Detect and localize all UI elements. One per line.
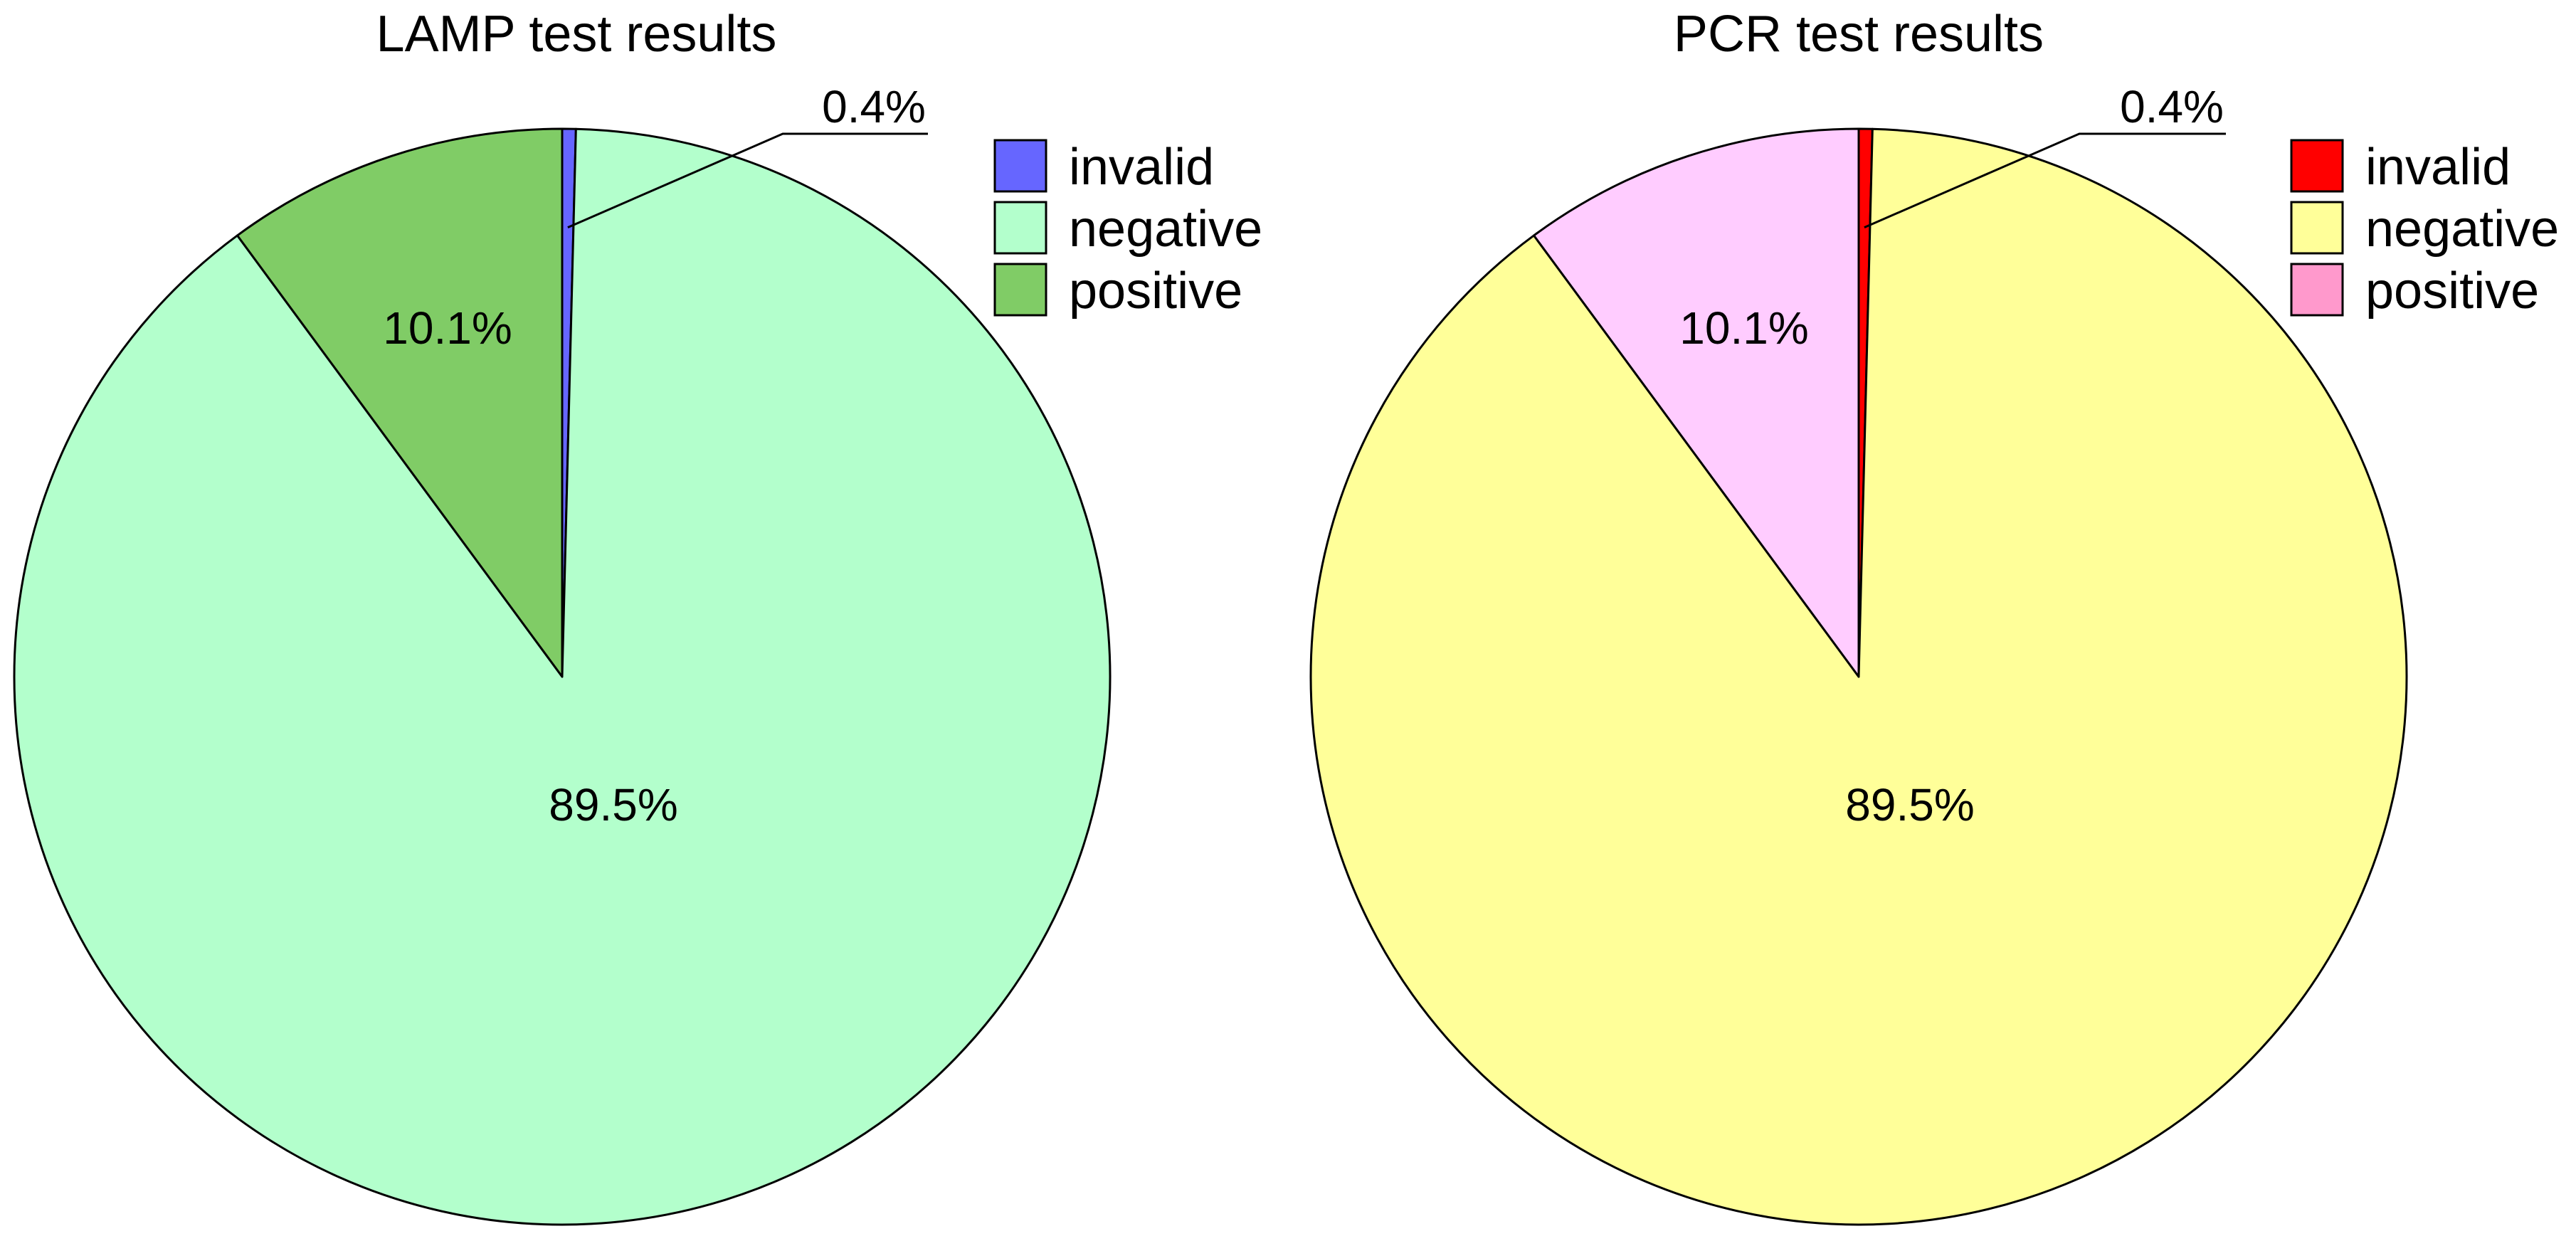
lamp-callout-line-invalid <box>567 132 928 228</box>
pcr-legend-label-invalid: invalid <box>2365 139 2511 196</box>
pcr-slice-positive <box>1533 127 1860 678</box>
pcr-chart-title: PCR test results <box>1674 6 2044 63</box>
lamp-legend-swatch-positive <box>993 263 1047 317</box>
lamp-legend-label-positive: positive <box>1069 263 1242 320</box>
lamp-legend-swatch-negative <box>993 201 1047 255</box>
pcr-legend-swatch-negative <box>2290 201 2344 255</box>
lamp-legend-label-invalid: invalid <box>1069 139 1214 196</box>
lamp-pie-panel: LAMP test results 0.4% 89.5% 10.1% invalidne… <box>13 6 1262 1226</box>
pcr-value-label-invalid: 0.4% <box>2120 81 2224 132</box>
pcr-legend-swatch-invalid <box>2290 139 2344 193</box>
pcr-callout-line-invalid <box>1864 132 2226 228</box>
pcr-legend-label-negative: negative <box>2365 201 2559 258</box>
lamp-slice-positive <box>236 127 564 678</box>
pcr-legend-swatch-positive <box>2290 263 2344 317</box>
lamp-legend-label-negative: negative <box>1069 201 1262 258</box>
pcr-value-label-positive: 10.1% <box>1679 302 1808 354</box>
lamp-value-label-positive: 10.1% <box>383 302 512 354</box>
lamp-chart-title: LAMP test results <box>376 6 777 63</box>
lamp-value-label-invalid: 0.4% <box>822 81 926 132</box>
pcr-value-label-negative: 89.5% <box>1845 779 1974 830</box>
pcr-pie-panel: PCR test results 0.4% 89.5% 10.1% invalidneg… <box>1309 6 2559 1226</box>
pcr-legend-label-positive: positive <box>2365 263 2539 320</box>
lamp-value-label-negative: 89.5% <box>549 779 677 830</box>
lamp-legend-swatch-invalid <box>993 139 1047 193</box>
